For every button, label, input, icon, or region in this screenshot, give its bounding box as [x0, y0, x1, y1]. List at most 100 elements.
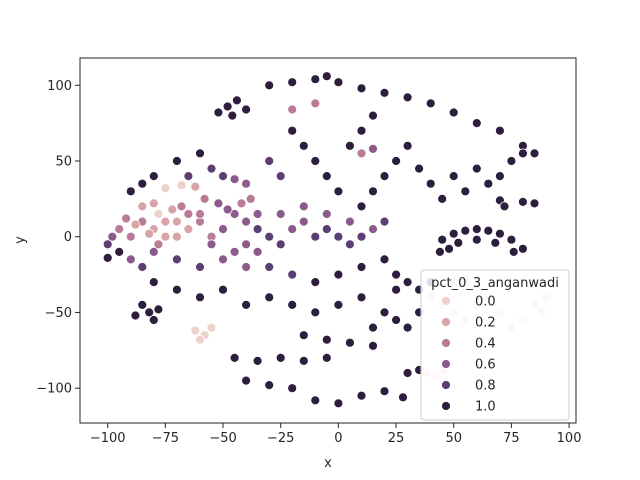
data-point: [222, 204, 233, 215]
x-axis-ticks: −100 −75 −50 −25 0 25 50 75 100: [90, 423, 581, 446]
data-point: [518, 148, 528, 159]
data-point: [153, 209, 164, 219]
data-point: [183, 171, 194, 182]
data-point: [356, 292, 367, 303]
data-point: [298, 355, 309, 366]
data-point: [252, 246, 263, 257]
data-point: [160, 231, 171, 242]
data-point: [391, 315, 402, 325]
data-point: [333, 77, 344, 88]
data-point: [287, 269, 298, 280]
data-point: [218, 171, 228, 182]
data-point: [333, 299, 344, 310]
data-point: [333, 398, 344, 409]
data-point: [287, 125, 298, 136]
data-point: [398, 392, 408, 403]
data-point: [518, 196, 528, 207]
data-point: [206, 322, 217, 333]
data-point: [171, 284, 182, 295]
data-point: [333, 231, 344, 242]
legend-marker: [441, 359, 451, 369]
data-point: [218, 284, 228, 295]
data-point: [437, 234, 448, 245]
data-point: [356, 390, 367, 401]
x-axis-label: x: [324, 456, 332, 471]
data-point: [506, 156, 517, 166]
data-point: [483, 225, 494, 236]
data-point: [483, 178, 494, 189]
data-point: [241, 216, 252, 227]
data-point: [195, 148, 205, 159]
data-point: [402, 368, 413, 378]
data-point: [171, 254, 182, 265]
data-point: [130, 310, 141, 321]
data-point: [148, 277, 159, 288]
data-point: [321, 334, 332, 345]
data-point: [368, 322, 378, 333]
data-point: [434, 246, 445, 257]
data-point: [310, 156, 321, 166]
data-point: [241, 262, 252, 272]
x-tick-label: 0: [334, 431, 342, 446]
data-point: [148, 315, 159, 325]
data-point: [379, 171, 390, 182]
data-point: [344, 216, 355, 227]
data-point: [241, 375, 252, 386]
data-point: [171, 156, 182, 166]
data-point: [160, 183, 171, 194]
data-point: [333, 269, 344, 280]
legend-marker: [441, 296, 451, 306]
data-point: [195, 209, 205, 219]
data-point: [275, 239, 286, 250]
data-point: [490, 237, 501, 248]
data-point: [102, 239, 113, 250]
data-point: [102, 252, 113, 263]
data-point: [171, 216, 182, 227]
x-tick-label: −100: [90, 431, 126, 446]
data-point: [402, 322, 413, 333]
data-point: [444, 243, 455, 254]
data-point: [137, 201, 148, 212]
data-point: [379, 254, 390, 265]
data-point: [137, 178, 148, 189]
data-point: [264, 231, 275, 242]
data-point: [310, 74, 321, 85]
legend-entry-label: 0.8: [475, 379, 496, 394]
data-point: [356, 125, 367, 136]
data-point: [264, 292, 275, 303]
data-point: [148, 171, 159, 182]
data-point: [206, 163, 217, 174]
data-point: [368, 186, 378, 197]
data-point: [195, 262, 205, 272]
data-point: [144, 307, 155, 318]
data-point: [402, 92, 413, 103]
data-point: [241, 239, 252, 250]
data-point: [310, 277, 321, 288]
data-point: [241, 299, 252, 310]
data-point: [425, 98, 436, 109]
data-point: [448, 228, 459, 239]
data-point: [183, 209, 194, 219]
data-point: [448, 107, 459, 118]
x-tick-label: −50: [209, 431, 236, 446]
data-point: [368, 110, 378, 121]
data-point: [518, 243, 528, 254]
legend-entry-label: 0.0: [475, 295, 496, 310]
data-point: [130, 219, 141, 230]
data-point: [148, 198, 159, 209]
data-point: [121, 213, 131, 224]
data-point: [298, 216, 309, 227]
data-point: [153, 304, 164, 315]
data-point: [167, 204, 178, 215]
y-tick-label: 100: [47, 79, 72, 94]
data-point: [218, 224, 228, 235]
data-point: [287, 383, 298, 394]
data-point: [437, 193, 448, 204]
data-point: [494, 171, 505, 182]
legend-title: pct_0_3_anganwadi: [431, 276, 559, 291]
data-point: [222, 101, 233, 112]
data-point: [213, 107, 224, 118]
data-point: [333, 186, 344, 197]
data-point: [321, 71, 332, 82]
